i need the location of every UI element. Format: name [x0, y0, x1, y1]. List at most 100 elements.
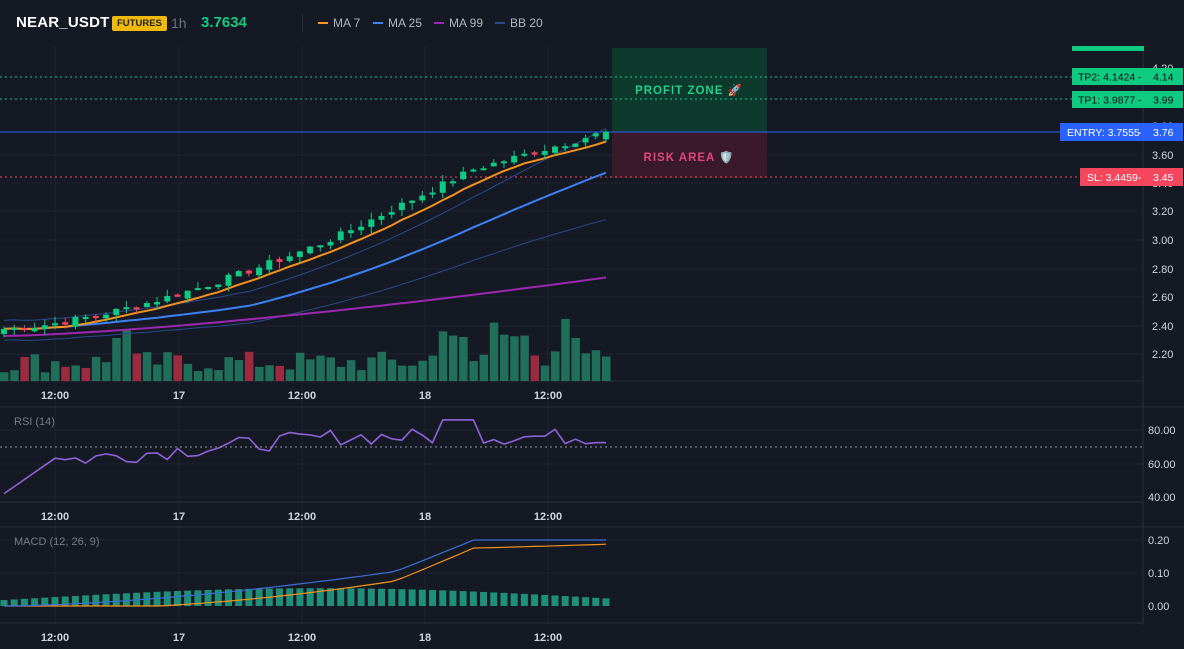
candle-body — [133, 307, 140, 310]
entry-tag[interactable] — [1060, 123, 1183, 141]
candle-body — [266, 260, 273, 270]
macd-histogram-bar — [194, 590, 202, 606]
candle-body — [480, 168, 487, 171]
volume-bar — [193, 371, 203, 381]
macd-label: MACD (12, 26, 9) — [14, 536, 100, 548]
candle-body — [286, 256, 293, 261]
ma99-swatch — [434, 22, 444, 24]
macd-histogram-bar — [469, 591, 477, 606]
time-tick: 18 — [419, 632, 431, 644]
candle-body — [215, 284, 222, 288]
macd-histogram-bar — [602, 598, 610, 606]
candle-body — [164, 296, 171, 302]
volume-bar — [71, 365, 80, 381]
volume-bar — [10, 370, 19, 381]
volume-bar — [255, 366, 264, 381]
macd-histogram-bar — [561, 596, 569, 606]
time-tick: 12:00 — [288, 632, 316, 644]
macd-histogram-bar — [255, 588, 263, 606]
candle-body — [582, 138, 589, 143]
chart-header: NEAR_USDT FUTURES 1h 3.7634 MA 7 MA 25 M… — [0, 0, 1184, 46]
ma7-line — [3, 140, 607, 331]
price-tick: 2.40 — [1152, 321, 1173, 333]
time-tick: 17 — [173, 632, 185, 644]
volume-bar — [346, 360, 356, 381]
candle-body — [490, 162, 497, 167]
sl-axis-sep: - — [1138, 172, 1142, 184]
tp2-label: TP2: 4.1424 — [1078, 72, 1135, 84]
time-tick: 12:00 — [534, 632, 562, 644]
macd-histogram-bar — [500, 592, 508, 606]
macd-histogram-bar — [418, 589, 426, 606]
volume-bar — [51, 361, 60, 381]
macd-histogram-bar — [224, 589, 232, 606]
level-labels: TP2: 4.1424 - 4.14 TP1: 3.9877 - 3.99 EN… — [1060, 68, 1183, 186]
volume-bar — [183, 363, 193, 381]
candle-body — [460, 171, 467, 180]
volume-bar — [102, 362, 111, 381]
sl-axis-value: 3.45 — [1153, 172, 1174, 184]
candle-body — [572, 143, 579, 147]
macd-histogram-bar — [490, 592, 498, 606]
legend-ma7[interactable]: MA 7 — [318, 16, 360, 30]
profit-zone-label: PROFIT ZONE 🚀 — [635, 83, 743, 97]
candle-body — [62, 322, 69, 325]
volume-bar — [561, 318, 570, 381]
candle-body — [307, 246, 314, 254]
time-tick: 12:00 — [288, 511, 316, 523]
timeframe-label[interactable]: 1h — [171, 15, 187, 31]
macd-histogram-bar — [429, 590, 437, 606]
legend-ma25[interactable]: MA 25 — [373, 16, 422, 30]
macd-series — [0, 539, 610, 607]
tp1-axis-sep: - — [1138, 95, 1142, 107]
volume-bar — [377, 351, 387, 381]
candle-body — [113, 308, 120, 316]
volume-bar — [20, 356, 29, 381]
time-tick: 17 — [173, 511, 185, 523]
volume-bar — [61, 366, 70, 381]
symbol-title[interactable]: NEAR_USDT — [16, 14, 110, 31]
candle-body — [429, 192, 436, 195]
macd-histogram-bar — [235, 589, 243, 606]
volume-bar — [530, 355, 540, 381]
rsi-tick: 80.00 — [1148, 425, 1176, 437]
tp2-tag[interactable] — [1072, 68, 1183, 85]
legend-bb20[interactable]: BB 20 — [495, 16, 543, 30]
macd-histogram-bar — [61, 596, 69, 606]
macd-line — [3, 539, 606, 607]
volume-bar — [30, 354, 40, 381]
tp1-tag[interactable] — [1072, 91, 1183, 108]
candle-body — [368, 219, 375, 227]
macd-histogram-bar — [347, 588, 355, 606]
horizontal-grid — [0, 154, 1143, 574]
volume-bar — [326, 357, 336, 381]
macd-tick: 0.10 — [1148, 568, 1169, 580]
last-price-marker — [1072, 46, 1144, 51]
macd-histogram-bar — [337, 588, 345, 606]
macd-histogram-bar — [286, 588, 294, 606]
volume-bar — [357, 370, 366, 381]
time-tick: 12:00 — [41, 390, 69, 402]
volume-bar — [244, 351, 254, 381]
rsi-series — [3, 419, 607, 495]
macd-histogram-bar — [357, 588, 365, 606]
macd-histogram-bar — [367, 588, 375, 606]
macd-histogram-bar — [31, 598, 39, 606]
vertical-grid — [54, 46, 549, 625]
volume-bar — [336, 366, 346, 381]
macd-histogram-bar — [459, 591, 467, 606]
macd-histogram-bar — [82, 595, 90, 606]
volume-bar — [142, 352, 152, 381]
volume-bar — [591, 350, 601, 381]
legend-ma99[interactable]: MA 99 — [434, 16, 483, 30]
candle-body — [235, 271, 242, 277]
macd-histogram-bar — [551, 595, 559, 606]
macd-histogram-bar — [480, 591, 488, 606]
ma7-swatch — [318, 22, 328, 24]
macd-histogram-bar — [92, 594, 100, 606]
volume-bar — [81, 367, 91, 381]
bb-lower-line — [3, 219, 607, 342]
sl-tag[interactable] — [1080, 168, 1183, 186]
tp2-axis-sep: - — [1138, 72, 1142, 84]
